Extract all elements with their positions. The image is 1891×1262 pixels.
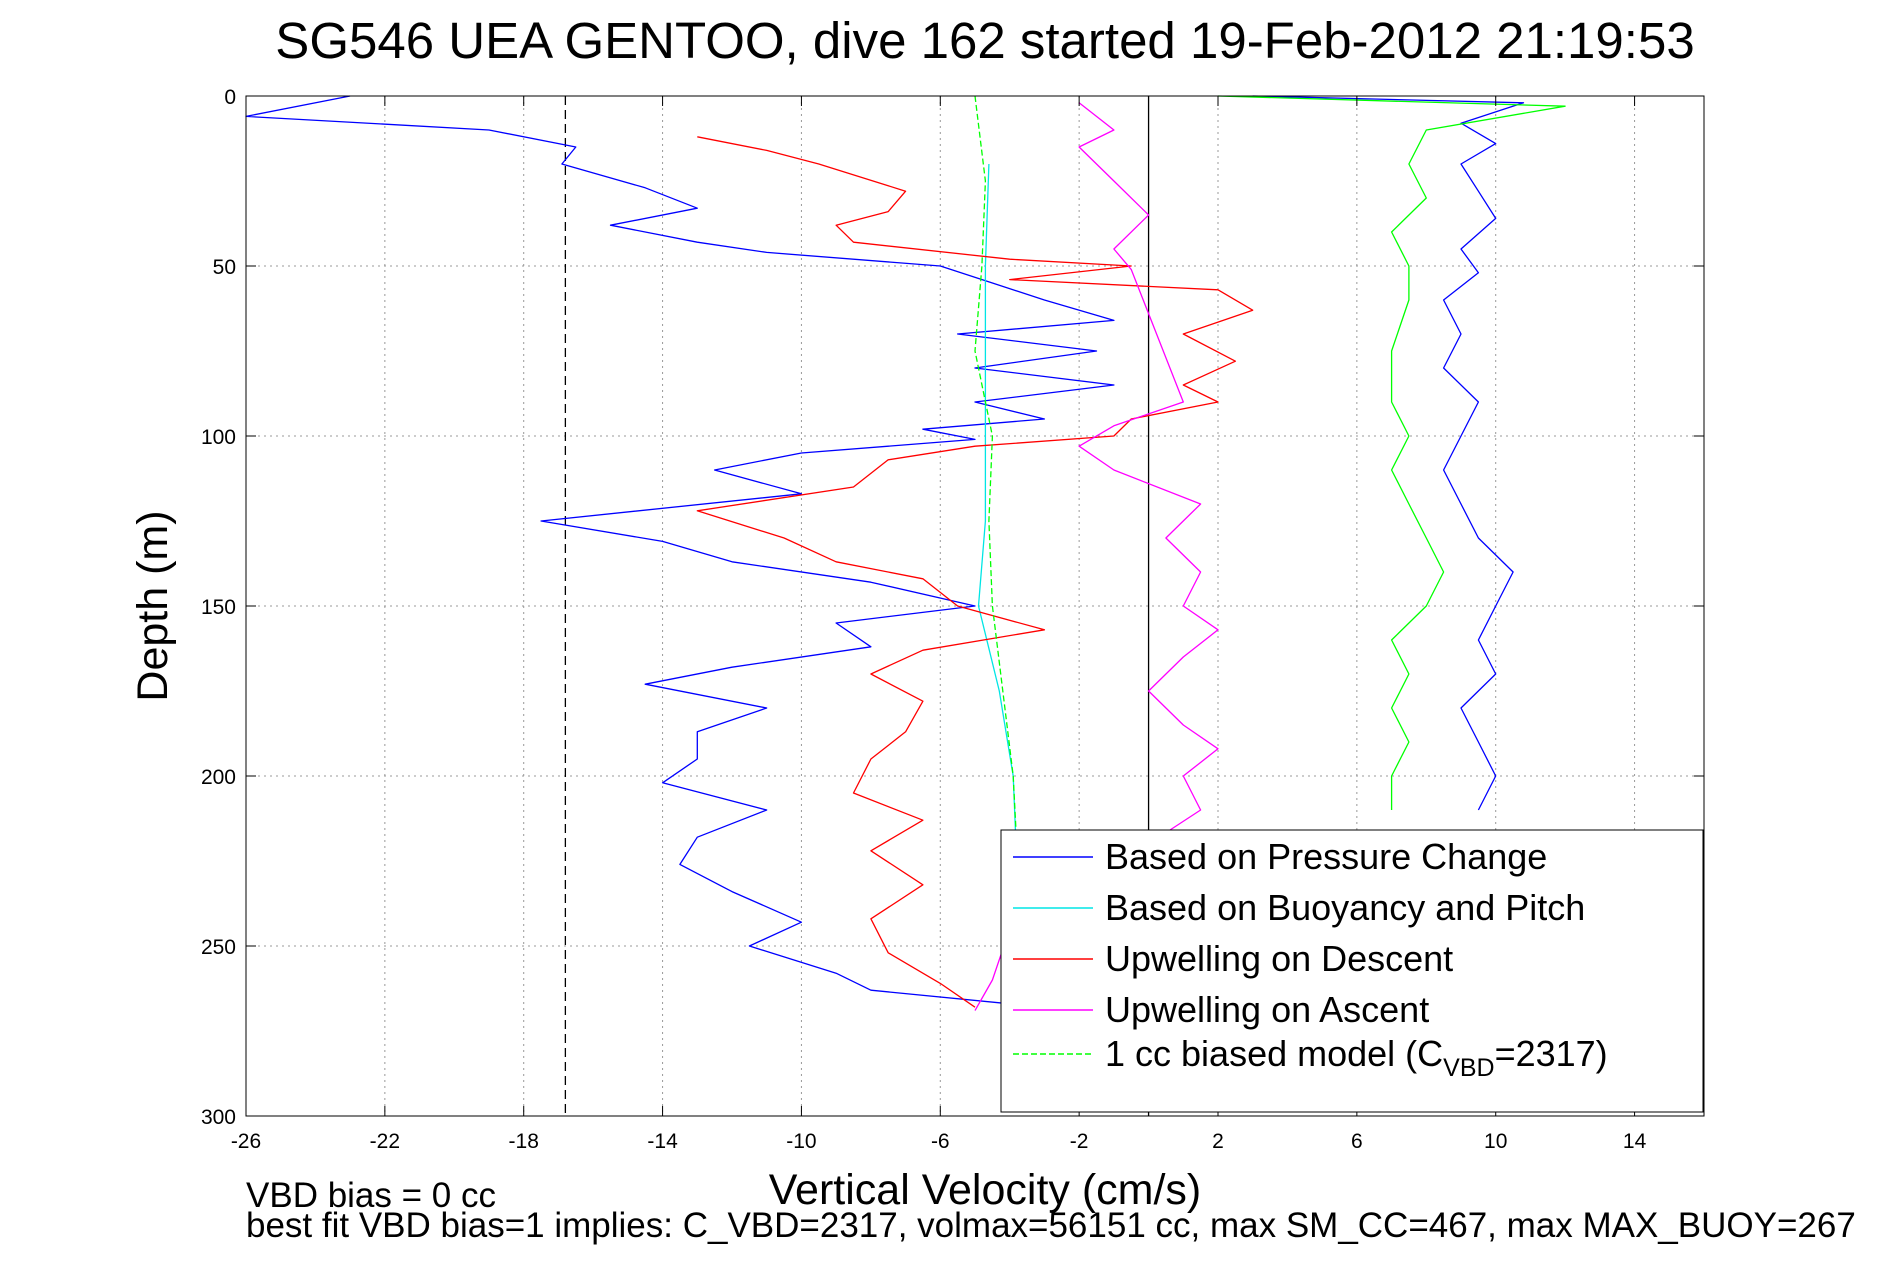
legend-label: Based on Buoyancy and Pitch: [1105, 887, 1585, 928]
x-tick-label: -14: [647, 1130, 678, 1153]
legend-label: Based on Pressure Change: [1105, 836, 1547, 877]
x-tick-label: -18: [509, 1130, 539, 1153]
y-tick-label: 50: [213, 256, 236, 279]
y-tick-label: 250: [201, 936, 236, 959]
legend-box: [1000, 829, 1704, 1113]
annotation-best-fit: best fit VBD bias=1 implies: C_VBD=2317,…: [246, 1206, 1856, 1245]
legend-label: Upwelling on Ascent: [1105, 989, 1429, 1030]
x-tick-label: 2: [1212, 1130, 1224, 1153]
x-tick-label: 6: [1351, 1130, 1363, 1153]
series-line-7: [1217, 95, 1566, 810]
y-tick-label: 150: [201, 596, 236, 619]
x-tick-label: 14: [1623, 1130, 1647, 1153]
y-tick-label: 200: [201, 766, 236, 789]
x-axis-label: Vertical Velocity (cm/s): [769, 1166, 1202, 1214]
legend-label: 1 cc biased model (CVBD=2317): [1105, 1033, 1608, 1082]
chart-title: SG546 UEA GENTOO, dive 162 started 19-Fe…: [275, 12, 1694, 69]
series-line-1: [245, 95, 1496, 1012]
x-tick-label: -2: [1070, 1130, 1089, 1153]
legend: Based on Pressure Change Based on Buoyanc…: [1000, 829, 1704, 1113]
y-tick-label: 0: [224, 86, 236, 109]
legend-label: Upwelling on Descent: [1105, 938, 1453, 979]
y-tick-label: 100: [201, 426, 236, 449]
x-tick-label: -26: [231, 1130, 261, 1153]
x-tick-label: -22: [370, 1130, 400, 1153]
series-line-6: [1252, 95, 1525, 811]
x-tick-label: -10: [786, 1130, 816, 1153]
series-line-3: [696, 136, 1254, 1008]
series-line-5: [974, 95, 1018, 845]
y-axis-label: Depth (m): [129, 510, 177, 701]
x-tick-label: -6: [931, 1130, 950, 1153]
y-tick-label: 300: [201, 1106, 236, 1129]
x-tick-label: 10: [1484, 1130, 1507, 1153]
x-axis-ticks: -26 -22 -18 -14 -10 -6 -2 2 6 10 14: [231, 96, 1647, 1153]
annotation-bias: VBD bias = 0 cc: [246, 1176, 496, 1215]
y-axis-ticks: 0 50 100 150 200 250 300: [201, 86, 1704, 1129]
